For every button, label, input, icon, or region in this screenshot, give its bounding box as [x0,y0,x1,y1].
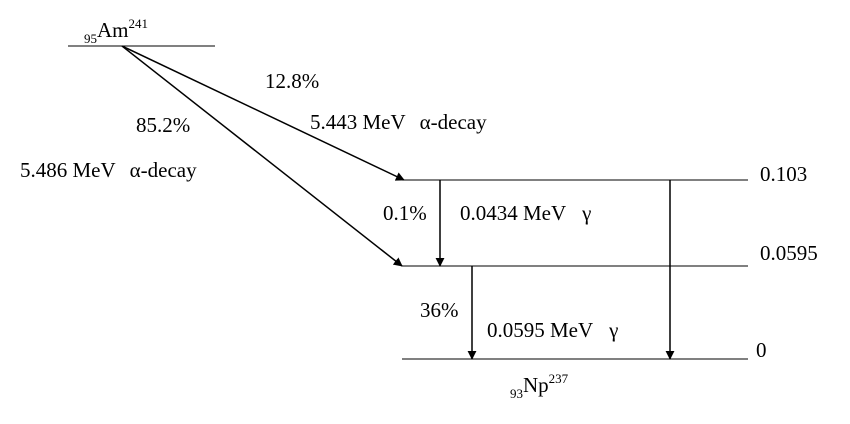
parent-nucleus-label: 95Am241 [84,16,148,46]
gamma-type-label: γ [608,318,618,342]
alpha-percent-label: 85.2% [136,113,190,137]
level-energy-label: 0 [756,338,767,362]
gamma-energy-value: 0.0434 MeV [460,201,566,225]
parent-atomic-number: 95 [84,31,97,46]
alpha-type-label: α-decay [420,110,487,134]
daughter-atomic-number: 93 [510,386,523,401]
alpha-energy-label: 5.486 MeV α-decay [20,158,197,182]
alpha-energy-value: 5.443 MeV [310,110,406,134]
parent-symbol: Am [97,18,129,42]
gamma-energy-value: 0.0595 MeV [487,318,593,342]
parent-mass-number: 241 [129,16,149,31]
gamma-percent-label: 0.1% [383,201,427,225]
gamma-energy-label: 0.0595 MeV γ [487,318,618,342]
alpha-decay-arrow-12-8 [121,45,405,181]
alpha-type-label: α-decay [130,158,197,182]
alpha-energy-value: 5.486 MeV [20,158,116,182]
alpha-decay-arrow-85-2 [121,45,403,267]
gamma-percent-label: 36% [420,298,459,322]
level-energy-label: 0.0595 [760,241,818,265]
gamma-type-label: γ [581,201,591,225]
alpha-energy-label: 5.443 MeV α-decay [310,110,487,134]
daughter-symbol: Np [523,373,549,397]
alpha-percent-label: 12.8% [265,69,319,93]
level-energy-label: 0.103 [760,162,807,186]
daughter-mass-number: 237 [549,371,569,386]
daughter-nucleus-label: 93Np237 [510,371,569,401]
gamma-energy-label: 0.0434 MeV γ [460,201,591,225]
